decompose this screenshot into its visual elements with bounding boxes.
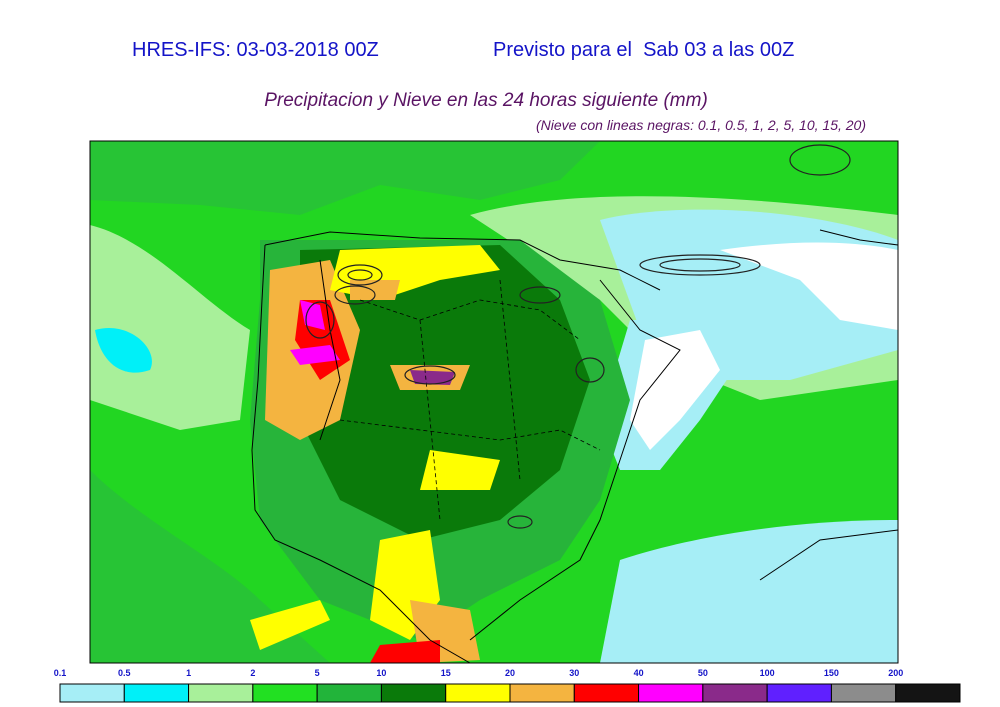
map bbox=[89, 140, 899, 664]
legend-swatch bbox=[895, 683, 961, 703]
legend-tick-label: 40 bbox=[634, 668, 644, 678]
legend-tick-label: 10 bbox=[376, 668, 386, 678]
legend-swatch bbox=[188, 683, 254, 703]
legend-tick-label: 0.5 bbox=[118, 668, 131, 678]
legend-tick-label: 150 bbox=[824, 668, 839, 678]
run-label: HRES-IFS: 03-03-2018 00Z bbox=[132, 39, 379, 61]
legend-swatch bbox=[702, 683, 768, 703]
map-title: Precipitacion y Nieve en las 24 horas si… bbox=[264, 90, 708, 111]
legend-swatch bbox=[252, 683, 318, 703]
legend-tick-label: 200 bbox=[888, 668, 903, 678]
legend-swatch bbox=[766, 683, 832, 703]
legend-swatch bbox=[380, 683, 447, 703]
legend: 0.1 0.5 1 2 5 10 15 20 30 40 50 100 150 200 bbox=[54, 668, 961, 703]
legend-tick-label: 15 bbox=[441, 668, 451, 678]
legend-tick-label: 50 bbox=[698, 668, 708, 678]
legend-tick-label: 2 bbox=[250, 668, 255, 678]
legend-tick-label: 20 bbox=[505, 668, 515, 678]
legend-swatch bbox=[59, 683, 125, 703]
legend-swatch bbox=[638, 683, 704, 703]
legend-tick-label: 30 bbox=[569, 668, 579, 678]
map-subtitle: (Nieve con lineas negras: 0.1, 0.5, 1, 2… bbox=[536, 117, 866, 133]
legend-swatch bbox=[830, 683, 897, 703]
legend-tick-label: 5 bbox=[315, 668, 320, 678]
legend-swatch bbox=[573, 683, 640, 703]
legend-swatch bbox=[509, 683, 575, 703]
legend-tick-label: 0.1 bbox=[54, 668, 67, 678]
legend-tick-label: 100 bbox=[760, 668, 775, 678]
legend-swatch bbox=[445, 683, 511, 703]
legend-swatch bbox=[316, 683, 382, 703]
valid-label: Previsto para el Sab 03 a las 00Z bbox=[493, 39, 794, 61]
legend-swatch bbox=[123, 683, 190, 703]
legend-tick-label: 1 bbox=[186, 668, 191, 678]
